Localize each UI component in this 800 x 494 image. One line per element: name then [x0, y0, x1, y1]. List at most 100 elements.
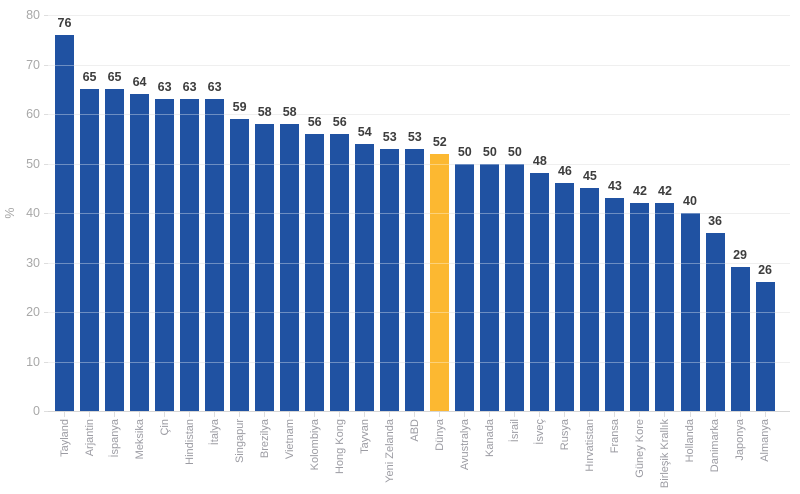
x-tick-label-text: Rusya: [558, 419, 571, 451]
bar: [605, 198, 625, 411]
bar: [630, 203, 650, 411]
y-axis-tick: [44, 15, 48, 16]
gridline: [48, 15, 790, 16]
bar-value-label: 63: [182, 80, 197, 95]
bar: [755, 282, 775, 411]
x-axis-tick: [539, 412, 541, 417]
y-tick-label: 30: [26, 255, 40, 270]
x-axis-tick: [114, 412, 116, 417]
x-axis-tick: [89, 412, 91, 417]
y-axis-tick: [44, 64, 48, 66]
x-tick-label-text: Avustralya: [458, 419, 471, 471]
y-tick-label: 20: [26, 305, 40, 319]
x-axis-tick: [664, 412, 666, 417]
bar-value-label: 59: [232, 99, 247, 114]
x-axis-tick: [339, 412, 341, 417]
bar-value-label: 50: [457, 144, 472, 159]
x-tick-label-text: Vietnam: [283, 419, 296, 460]
bar-value-label: 64: [132, 75, 147, 90]
x-tick-label-text: Dünya: [433, 419, 446, 451]
x-tick-label-text: Arjantin: [83, 419, 96, 457]
x-axis-tick: [514, 412, 516, 417]
x-axis-tick: [139, 412, 141, 417]
bar: [405, 148, 425, 411]
x-tick-label-text: Hindistan: [183, 419, 196, 465]
bar-value-label: 58: [257, 104, 272, 119]
bar-value-label: 52: [432, 134, 447, 149]
gridline-overlay: [48, 312, 790, 313]
x-tick-label-text: Hollanda: [684, 419, 696, 463]
bar-value-label: 53: [382, 129, 397, 144]
x-axis-tick: [464, 412, 466, 417]
y-axis-tick: [44, 262, 48, 264]
y-axis-tick: [44, 163, 48, 165]
gridline: [48, 64, 790, 66]
x-tick-label-text: Danimarka: [709, 419, 722, 473]
bar-value-label: 46: [557, 164, 572, 179]
bar-value-label: 50: [482, 144, 497, 159]
x-axis-tick: [314, 412, 316, 417]
bar: [530, 173, 550, 411]
bar: [455, 163, 475, 411]
bar: [580, 188, 600, 411]
bar: [305, 133, 325, 411]
x-tick-label-text: İtalya: [208, 419, 221, 446]
x-axis-tick: [364, 412, 366, 417]
bar: [380, 148, 400, 411]
bar: [705, 232, 725, 411]
bar: [480, 163, 500, 411]
y-axis-tick: [44, 361, 48, 363]
x-tick-label-text: Singapur: [233, 419, 246, 464]
y-tick-label: 10: [26, 354, 40, 369]
x-tick-label-text: Kanada: [483, 419, 496, 457]
x-axis-tick: [264, 412, 266, 417]
x-tick-label-text: Hong Kong: [333, 419, 346, 475]
bar: [255, 123, 275, 411]
x-axis-tick: [289, 412, 291, 417]
bar-value-label: 43: [607, 179, 622, 194]
bar-value-label: 56: [307, 114, 322, 129]
y-axis-tick: [44, 114, 48, 115]
bar-value-label: 63: [157, 80, 172, 95]
x-axis-tick: [64, 412, 65, 417]
bar-value-label: 42: [633, 184, 647, 199]
bar: [655, 203, 675, 411]
x-axis-tick: [589, 412, 591, 417]
gridline: [48, 114, 790, 115]
bar: [230, 118, 250, 411]
y-tick-label: 80: [26, 8, 40, 22]
x-axis-tick: [239, 412, 241, 417]
bar-value-label: 40: [683, 194, 697, 208]
x-tick-label-text: Yeni Zelanda: [383, 419, 396, 483]
x-axis-tick: [739, 412, 741, 417]
bar-value-label: 42: [658, 184, 672, 199]
x-axis-tick: [714, 412, 716, 417]
y-tick-label: 50: [26, 156, 40, 171]
y-axis-tick: [44, 213, 48, 214]
bar: [205, 99, 225, 411]
x-tick-label-text: İsrail: [508, 419, 521, 443]
bar: [130, 94, 150, 411]
y-tick-label: 40: [26, 206, 40, 220]
x-axis-tick: [614, 412, 616, 417]
y-tick-label: 0: [33, 404, 40, 418]
gridline-overlay: [48, 361, 790, 363]
gridline-overlay: [48, 163, 790, 165]
bar: [80, 89, 100, 411]
gridline-overlay: [48, 262, 790, 264]
bar: [180, 99, 200, 411]
gridline-overlay: [48, 15, 790, 16]
x-axis-tick: [489, 412, 491, 417]
x-axis-tick: [189, 412, 191, 417]
x-axis-tick: [764, 412, 766, 417]
bar-value-label: 65: [82, 70, 97, 85]
y-tick-label: 60: [26, 107, 40, 121]
x-axis-tick: [164, 412, 166, 417]
bar-value-label: 45: [582, 169, 597, 184]
bar-value-label: 56: [332, 114, 347, 129]
gridline-overlay: [48, 213, 790, 214]
bar: [555, 183, 575, 411]
bar-highlighted: [430, 153, 450, 411]
